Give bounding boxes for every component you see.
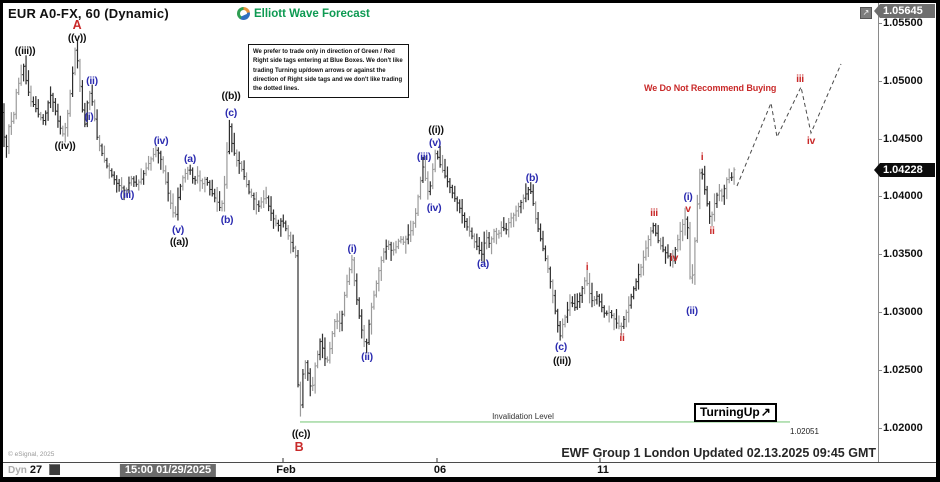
price-tick-label: 1.03500 bbox=[879, 248, 923, 261]
up-right-arrow-icon: ↗ bbox=[760, 405, 771, 419]
wave-label: (iii) bbox=[416, 151, 432, 163]
update-caption: EWF Group 1 London Updated 02.13.2025 09… bbox=[561, 446, 876, 460]
price-tick-label: 1.05000 bbox=[879, 74, 923, 87]
wave-label: v bbox=[685, 203, 691, 215]
wave-label: (iv) bbox=[426, 202, 442, 214]
wave-label: (iv) bbox=[153, 135, 169, 147]
no-buy-warning-text: We Do Not Recommend Buying bbox=[644, 83, 777, 93]
wave-label: (ii) bbox=[686, 305, 698, 317]
wave-label: ii bbox=[709, 225, 715, 237]
time-tick-label: 11 bbox=[597, 464, 609, 476]
price-tick-label: 1.04500 bbox=[879, 132, 923, 145]
wave-label: ((c)) bbox=[291, 428, 311, 440]
price-tick-label: 1.05500 bbox=[879, 16, 923, 29]
wave-label: i bbox=[700, 151, 704, 163]
wave-label: A bbox=[72, 18, 82, 32]
price-tick-label: 1.02500 bbox=[879, 363, 923, 376]
window-frame bbox=[936, 0, 940, 482]
turning-up-label: TurningUp bbox=[700, 405, 760, 419]
wave-label: (i) bbox=[347, 243, 357, 255]
time-tick-label: 27 bbox=[29, 464, 43, 476]
window-frame bbox=[0, 0, 940, 3]
wave-label: ((ii)) bbox=[552, 355, 572, 367]
wave-label: (c) bbox=[225, 107, 237, 119]
invalidation-level-label: Invalidation Level bbox=[492, 412, 554, 421]
wave-label: (b) bbox=[220, 214, 234, 226]
time-axis[interactable]: Dyn 27 15:00 01/29/2025 Feb 06 11 bbox=[3, 463, 936, 477]
wave-label: iii bbox=[650, 207, 658, 219]
time-tick-label: Feb bbox=[276, 464, 296, 476]
invalidation-price-value: 1.02051 bbox=[790, 427, 819, 436]
wave-label: ((a)) bbox=[169, 236, 189, 248]
axis-separator-horizontal bbox=[3, 462, 936, 463]
last-price-tag: 1.04228 bbox=[874, 163, 935, 177]
crosshair-date-readout: 15:00 01/29/2025 bbox=[119, 464, 217, 477]
wave-label: B bbox=[294, 440, 304, 454]
brand-logo-text: Elliott Wave Forecast bbox=[254, 7, 370, 20]
wave-label: (iii) bbox=[119, 189, 135, 201]
wave-label: ((v)) bbox=[67, 32, 87, 44]
trading-preference-note: We prefer to trade only in direction of … bbox=[248, 44, 409, 99]
dyn-mode-label: Dyn bbox=[8, 465, 27, 476]
wave-label: (ii) bbox=[361, 351, 373, 363]
axis-separator-vertical bbox=[878, 3, 879, 462]
wave-label: i bbox=[585, 261, 589, 273]
wave-label: (ii) bbox=[86, 75, 98, 87]
window-frame bbox=[0, 0, 3, 482]
wave-label: iv bbox=[669, 252, 679, 264]
wave-label: (v) bbox=[429, 137, 441, 149]
wave-label: ((iii)) bbox=[14, 45, 36, 57]
wave-label: ii bbox=[619, 332, 625, 344]
brand-logo: Elliott Wave Forecast bbox=[237, 7, 370, 20]
wave-label: iii bbox=[796, 73, 804, 85]
price-tick-label: 1.02000 bbox=[879, 421, 923, 434]
time-tick-label: 06 bbox=[433, 464, 447, 476]
elliott-wave-logo-icon bbox=[237, 7, 250, 20]
wave-label: ((iv)) bbox=[54, 140, 76, 152]
price-tick-label: 1.04000 bbox=[879, 190, 923, 203]
chart-title: EUR A0-FX, 60 (Dynamic) bbox=[8, 6, 169, 21]
popout-icon[interactable]: ↗ bbox=[860, 7, 872, 19]
price-axis[interactable]: 1.05645 1.04228 1.05500 1.05000 1.04500 1.0… bbox=[874, 3, 936, 462]
wave-label: ((i)) bbox=[428, 124, 444, 136]
window-frame bbox=[0, 477, 940, 482]
wave-label: iv bbox=[806, 135, 816, 147]
wave-label: (i) bbox=[683, 191, 693, 203]
wave-label: (b) bbox=[525, 172, 539, 184]
chart-mode-icon[interactable] bbox=[49, 464, 60, 475]
wave-label: (i) bbox=[84, 111, 94, 123]
wave-label: (v) bbox=[172, 224, 184, 236]
wave-label: ((b)) bbox=[221, 90, 241, 102]
price-tick-label: 1.03000 bbox=[879, 306, 923, 319]
wave-label: (a) bbox=[477, 258, 489, 270]
wave-label: (a) bbox=[184, 153, 196, 165]
wave-label: (c) bbox=[555, 341, 567, 353]
turning-up-badge: TurningUp↗ bbox=[694, 403, 777, 422]
session-high-price-tag: 1.05645 bbox=[874, 4, 935, 18]
esignal-copyright: © eSignal, 2025 bbox=[8, 451, 55, 458]
projection-path bbox=[736, 63, 842, 187]
